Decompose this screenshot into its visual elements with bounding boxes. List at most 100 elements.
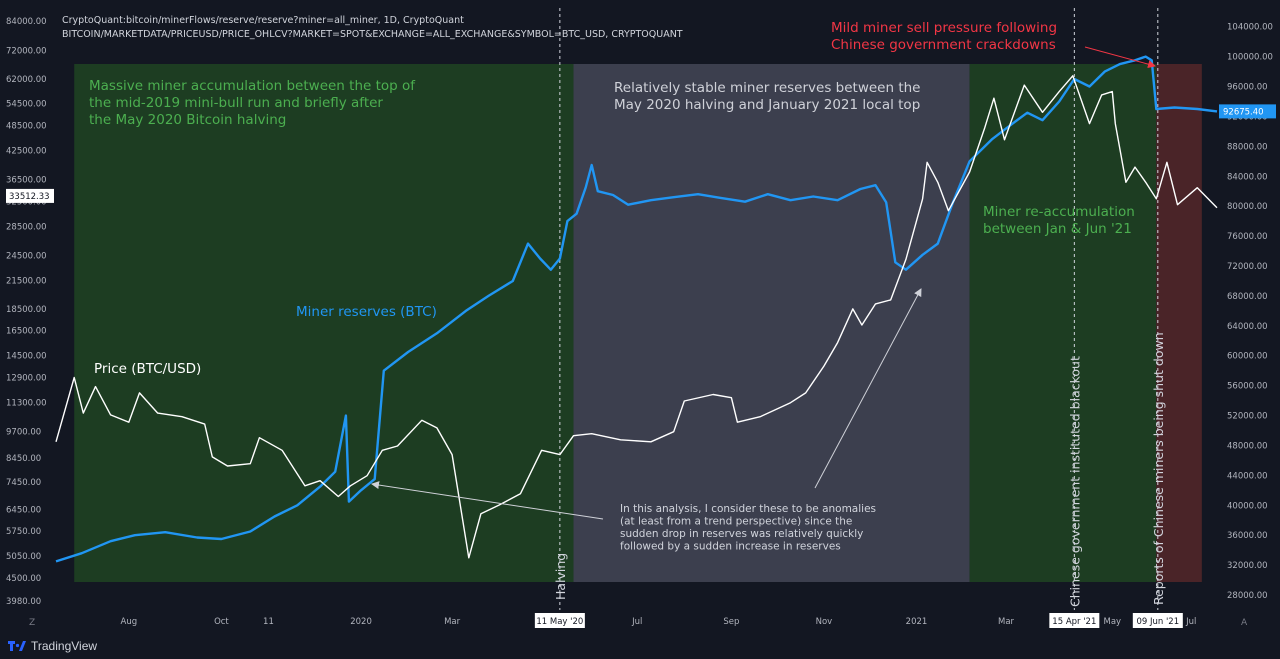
left-axis-tick: 5050.00 (6, 552, 41, 562)
right-axis-tick: 48000.00 (1227, 441, 1268, 451)
annotation-reaccumulation: Miner re-accumulation between Jan & Jun '… (983, 204, 1135, 237)
left-axis-tick: 4500.00 (6, 574, 41, 584)
annotation-sell-pressure-line: Chinese government crackdowns (831, 37, 1056, 53)
series-layer (55, 55, 1218, 563)
right-axis-tick: 76000.00 (1227, 232, 1268, 242)
left-axis-tick: 14500.00 (6, 351, 47, 361)
tradingview-brand[interactable]: TradingView (8, 639, 97, 653)
left-axis-tick: 18500.00 (6, 305, 47, 315)
x-axis-tick: Nov (816, 617, 833, 627)
axes-layer: 84000.00 72000.00 62000.00 54500.00 48500.00… (6, 17, 1276, 628)
left-axis-tick: 9700.00 (6, 428, 41, 438)
x-axis-tick: Mar (444, 617, 461, 627)
annotation-stable: Relatively stable miner reserves between… (614, 80, 921, 113)
annotation-anomaly-line: sudden drop in reserves was relatively q… (620, 528, 863, 540)
annotation-sell-pressure: Mild miner sell pressure following Chines… (831, 20, 1057, 53)
annotation-stable-line: May 2020 halving and January 2021 local … (614, 97, 920, 113)
annotation-accumulation-line: the May 2020 Bitcoin halving (89, 112, 286, 128)
right-axis-tick: 64000.00 (1227, 322, 1268, 332)
left-axis-tick: 48500.00 (6, 122, 47, 132)
x-axis-tick: May (1103, 617, 1121, 627)
left-axis-tick: 11300.00 (6, 399, 47, 409)
right-axis-tick: 36000.00 (1227, 531, 1268, 541)
reserves-line (55, 55, 1218, 563)
x-axis-highlight-bg (1132, 613, 1183, 628)
annotation-reaccumulation-line: between Jan & Jun '21 (983, 221, 1132, 237)
annotation-accumulation-line: the mid-2019 mini-bull run and briefly a… (89, 95, 383, 111)
annotation-sell-pressure-line: Mild miner sell pressure following (831, 20, 1057, 36)
annotation-stable-line: Relatively stable miner reserves between… (614, 80, 921, 96)
left-axis-tick: 8450.00 (6, 454, 41, 464)
x-axis-tick-highlight: 11 May '20 (536, 617, 583, 627)
tradingview-label: TradingView (31, 639, 98, 653)
right-axis-tick: 40000.00 (1227, 501, 1268, 511)
right-axis-marker-bg (1219, 104, 1276, 119)
x-axis-tick: 11 (263, 617, 274, 627)
left-axis-tick: 16500.00 (6, 327, 47, 337)
label-price: Price (BTC/USD) (94, 361, 201, 377)
right-axis-tick: 72000.00 (1227, 262, 1268, 272)
header-line-2: BITCOIN/MARKETDATA/PRICEUSD/PRICE_OHLCV?… (62, 29, 683, 40)
price-line (55, 75, 1218, 559)
left-axis-tick: 28500.00 (6, 223, 47, 233)
x-axis-tick: Mar (998, 617, 1015, 627)
right-axis-tick: 56000.00 (1227, 382, 1268, 392)
right-axis-marker: 92675.40 (1223, 107, 1264, 117)
tradingview-logo-icon (8, 641, 26, 651)
right-axis-tick: 80000.00 (1227, 202, 1268, 212)
right-axis-tick: 104000.00 (1227, 23, 1273, 33)
region-green (74, 64, 574, 582)
x-axis-tick-highlight: 15 Apr '21 (1052, 617, 1096, 627)
annotation-layer: Massive miner accumulation between the t… (89, 20, 1156, 553)
region-red (1156, 64, 1202, 582)
label-miner-reserves: Miner reserves (BTC) (296, 304, 437, 320)
event-label: Reports of Chinese miners being shut dow… (1151, 332, 1166, 605)
left-axis-tick: 42500.00 (6, 147, 47, 157)
right-axis-tick: 60000.00 (1227, 352, 1268, 362)
right-axis-tick: 32000.00 (1227, 561, 1268, 571)
annotation-accumulation-line: Massive miner accumulation between the t… (89, 78, 416, 94)
right-axis-tick: 68000.00 (1227, 292, 1268, 302)
left-axis-tick: 21500.00 (6, 276, 47, 286)
vline-layer: Halving Chinese government instituted bla… (553, 8, 1166, 610)
event-label: Chinese government instituted blackout (1067, 356, 1082, 607)
right-axis-tick: 96000.00 (1227, 83, 1268, 93)
left-axis-tick: 3980.00 (6, 597, 41, 607)
header-line-1: CryptoQuant:bitcoin/minerFlows/reserve/r… (62, 15, 464, 26)
event-label: Halving (553, 553, 568, 600)
right-axis-tick: 88000.00 (1227, 142, 1268, 152)
left-axis-tick: 5750.00 (6, 527, 41, 537)
x-axis-tick: Jul (1185, 617, 1196, 627)
right-axis-tick: 84000.00 (1227, 172, 1268, 182)
x-axis-tick: Jul (631, 617, 642, 627)
left-axis-marker: 33512.33 (9, 192, 50, 202)
x-axis-highlight-bg (534, 613, 585, 628)
right-axis-tick: 44000.00 (1227, 471, 1268, 481)
scale-toggle-left[interactable]: Z (29, 618, 36, 628)
x-axis-tick: 2021 (906, 617, 928, 627)
right-axis-tick: 52000.00 (1227, 412, 1268, 422)
left-axis-tick: 62000.00 (6, 75, 47, 85)
x-axis-tick: Aug (121, 617, 138, 627)
left-axis-tick: 84000.00 (6, 17, 47, 27)
x-axis-tick-highlight: 09 Jun '21 (1136, 617, 1179, 627)
left-axis-tick: 54500.00 (6, 99, 47, 109)
left-axis-tick: 24500.00 (6, 251, 47, 261)
annotation-anomaly-line: followed by a sudden increase in reserve… (620, 541, 841, 553)
x-axis-highlight-bg (1049, 613, 1100, 628)
anomaly-arrow-right (814, 288, 922, 489)
left-axis-marker-bg (6, 188, 54, 203)
region-layer (74, 64, 1202, 582)
annotation-accumulation: Massive miner accumulation between the t… (89, 78, 416, 128)
annotation-reaccumulation-line: Miner re-accumulation (983, 204, 1135, 220)
left-axis-tick: 6450.00 (6, 505, 41, 515)
annotation-anomaly-line: In this analysis, I consider these to be… (620, 503, 876, 515)
right-axis-tick: 100000.00 (1227, 53, 1273, 63)
scale-toggle-right[interactable]: A (1241, 618, 1248, 628)
annotation-anomaly: In this analysis, I consider these to be… (620, 503, 876, 553)
right-axis-tick: 28000.00 (1227, 591, 1268, 601)
left-axis-tick: 12900.00 (6, 374, 47, 384)
x-axis-tick: Oct (214, 617, 229, 627)
left-axis-tick: 72000.00 (6, 46, 47, 56)
